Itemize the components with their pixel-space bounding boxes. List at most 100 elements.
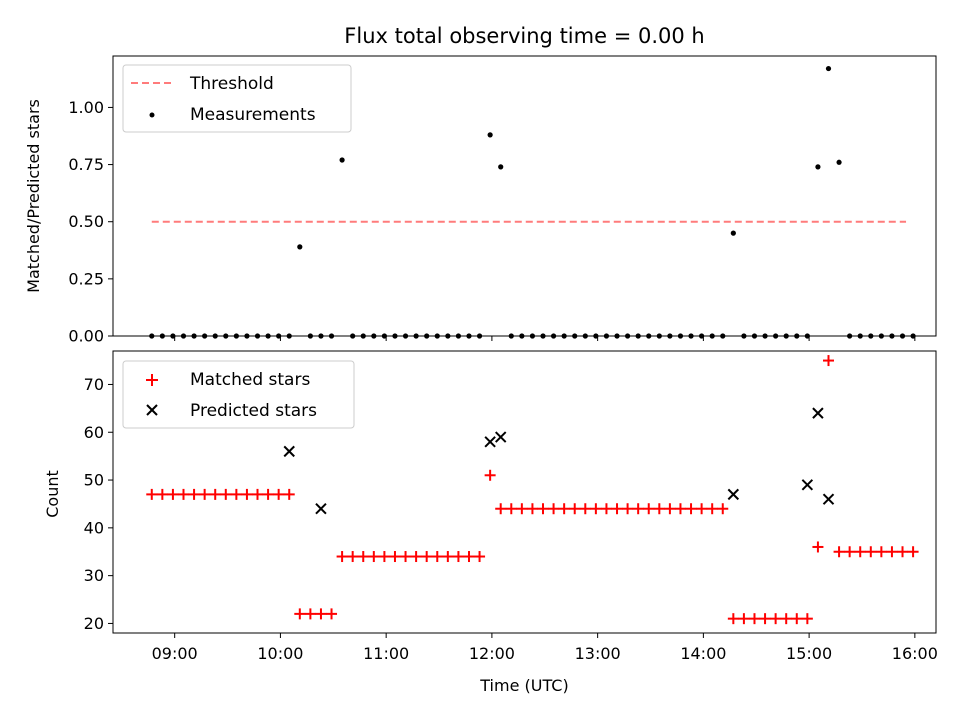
matched-star-point [696,503,708,515]
matched-star-point [389,551,401,563]
legend-matched-swatch [146,374,158,386]
matched-star-point [241,488,253,500]
matched-star-point [336,551,348,563]
matched-star-point [812,541,824,553]
top-y-tick-label: 0.50 [68,212,104,231]
matched-star-point [801,613,813,625]
legend-measurements-swatch [149,112,155,118]
matched-star-point [400,551,412,563]
legend-matched-label: Matched stars [190,370,310,390]
top-y-tick-label: 0.00 [68,327,104,346]
matched-star-point [907,546,919,558]
bottom-plot-frame [112,350,937,634]
predicted-star-point [727,488,740,501]
matched-star-point [431,551,443,563]
matched-star-point [262,488,274,500]
matched-star-point [230,488,242,500]
matched-star-point [378,551,390,563]
top-y-tick-label: 0.25 [68,269,104,288]
predicted-star-point [822,493,835,505]
matched-star-point [252,488,264,500]
bottom-y-tick-label: 50 [84,471,104,490]
bottom-x-axis-label: Time (UTC) [479,676,568,695]
matched-star-point [410,551,422,563]
matched-star-point [505,503,517,515]
matched-star-point [326,608,338,620]
matched-star-point [706,503,718,515]
matched-star-point [600,503,612,515]
measurement-point [297,244,303,250]
matched-star-point [526,503,538,515]
matched-star-point [167,488,179,500]
matched-star-point [463,551,475,563]
bottom-x-tick-label: 13:00 [575,644,621,663]
matched-star-point [897,546,909,558]
predicted-star-point [495,431,507,443]
matched-star-point [474,551,486,563]
matched-star-point [854,546,866,558]
bottom-x-tick-label: 12:00 [469,644,515,663]
matched-star-point [791,613,803,625]
matched-star-point [643,503,655,515]
bottom-y-tick-label: 20 [84,614,104,633]
top-chart-title: Flux total observing time = 0.00 h [344,24,704,48]
bottom-x-tick-label: 14:00 [680,644,726,663]
matched-star-point [220,488,232,500]
predicted-star-point [484,436,496,448]
matched-star-point [537,503,549,515]
matched-star-point [484,469,496,481]
bottom-x-tick-label: 16:00 [892,644,938,663]
matched-star-point [674,503,686,515]
matched-star-point [558,503,570,515]
matched-star-point [844,546,856,558]
matched-star-point [294,608,306,620]
matched-star-point [368,551,380,563]
matched-star-point [516,503,528,515]
matched-star-point [780,613,792,625]
matched-star-point [622,503,634,515]
top-plot-area: 0.00 0.25 0.50 0.75 1.00 [68,55,937,346]
predicted-star-point [801,479,814,491]
measurement-point [487,132,493,138]
matched-star-point [727,613,739,625]
top-y-axis-label: Matched/Predicted stars [24,99,43,293]
top-y-tick-label: 1.00 [68,98,104,117]
matched-star-point [273,488,285,500]
matched-star-point [548,503,560,515]
matched-star-point [146,488,158,500]
matched-star-point [579,503,591,515]
matched-star-point [283,488,295,500]
matched-star-point [664,503,676,515]
matched-star-point [632,503,644,515]
matched-star-point [770,613,782,625]
top-legend: Threshold Measurements [122,64,352,133]
measurement-point [498,164,504,170]
bottom-x-tick-label: 10:00 [257,644,303,663]
matched-star-point [875,546,887,558]
legend-predicted-swatch [146,404,158,416]
matched-star-point [611,503,623,515]
matched-star-point [822,355,834,367]
bottom-legend-box [122,360,355,429]
matched-star-point [717,503,729,515]
matched-star-point [347,551,359,563]
matched-star-point [357,551,369,563]
matched-star-point [304,608,316,620]
matched-star-point [748,613,760,625]
measurement-point [836,159,842,165]
measurement-point [825,65,832,72]
legend-measurements-label: Measurements [190,105,316,125]
matched-star-point [421,551,433,563]
matched-star-point [495,503,507,515]
measurement-point [339,157,345,163]
top-y-tick-label: 0.75 [68,155,104,174]
matched-star-point [452,551,464,563]
bottom-x-tick-label: 11:00 [363,644,409,663]
measurement-point [815,164,821,170]
top-legend-box [122,64,352,133]
matched-star-point [156,488,168,500]
matched-star-point [188,488,200,500]
matched-star-point [177,488,189,500]
matched-star-point [653,503,665,515]
